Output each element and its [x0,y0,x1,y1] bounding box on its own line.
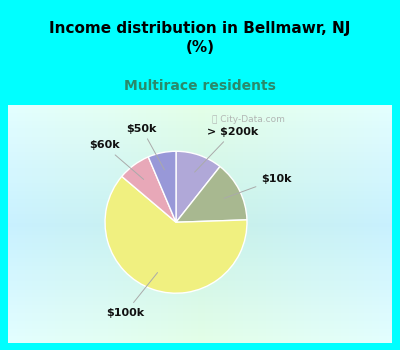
Wedge shape [176,151,220,222]
Text: $60k: $60k [89,140,144,180]
Text: > $200k: > $200k [195,127,258,172]
Wedge shape [176,167,247,222]
Wedge shape [122,157,176,222]
Text: $10k: $10k [224,174,292,198]
Text: ⓘ City-Data.com: ⓘ City-Data.com [212,116,285,124]
Text: $100k: $100k [106,273,158,317]
Wedge shape [105,176,247,293]
Text: $50k: $50k [126,124,164,170]
Text: Multirace residents: Multirace residents [124,79,276,93]
Wedge shape [148,151,176,222]
Text: Income distribution in Bellmawr, NJ
(%): Income distribution in Bellmawr, NJ (%) [49,21,351,55]
